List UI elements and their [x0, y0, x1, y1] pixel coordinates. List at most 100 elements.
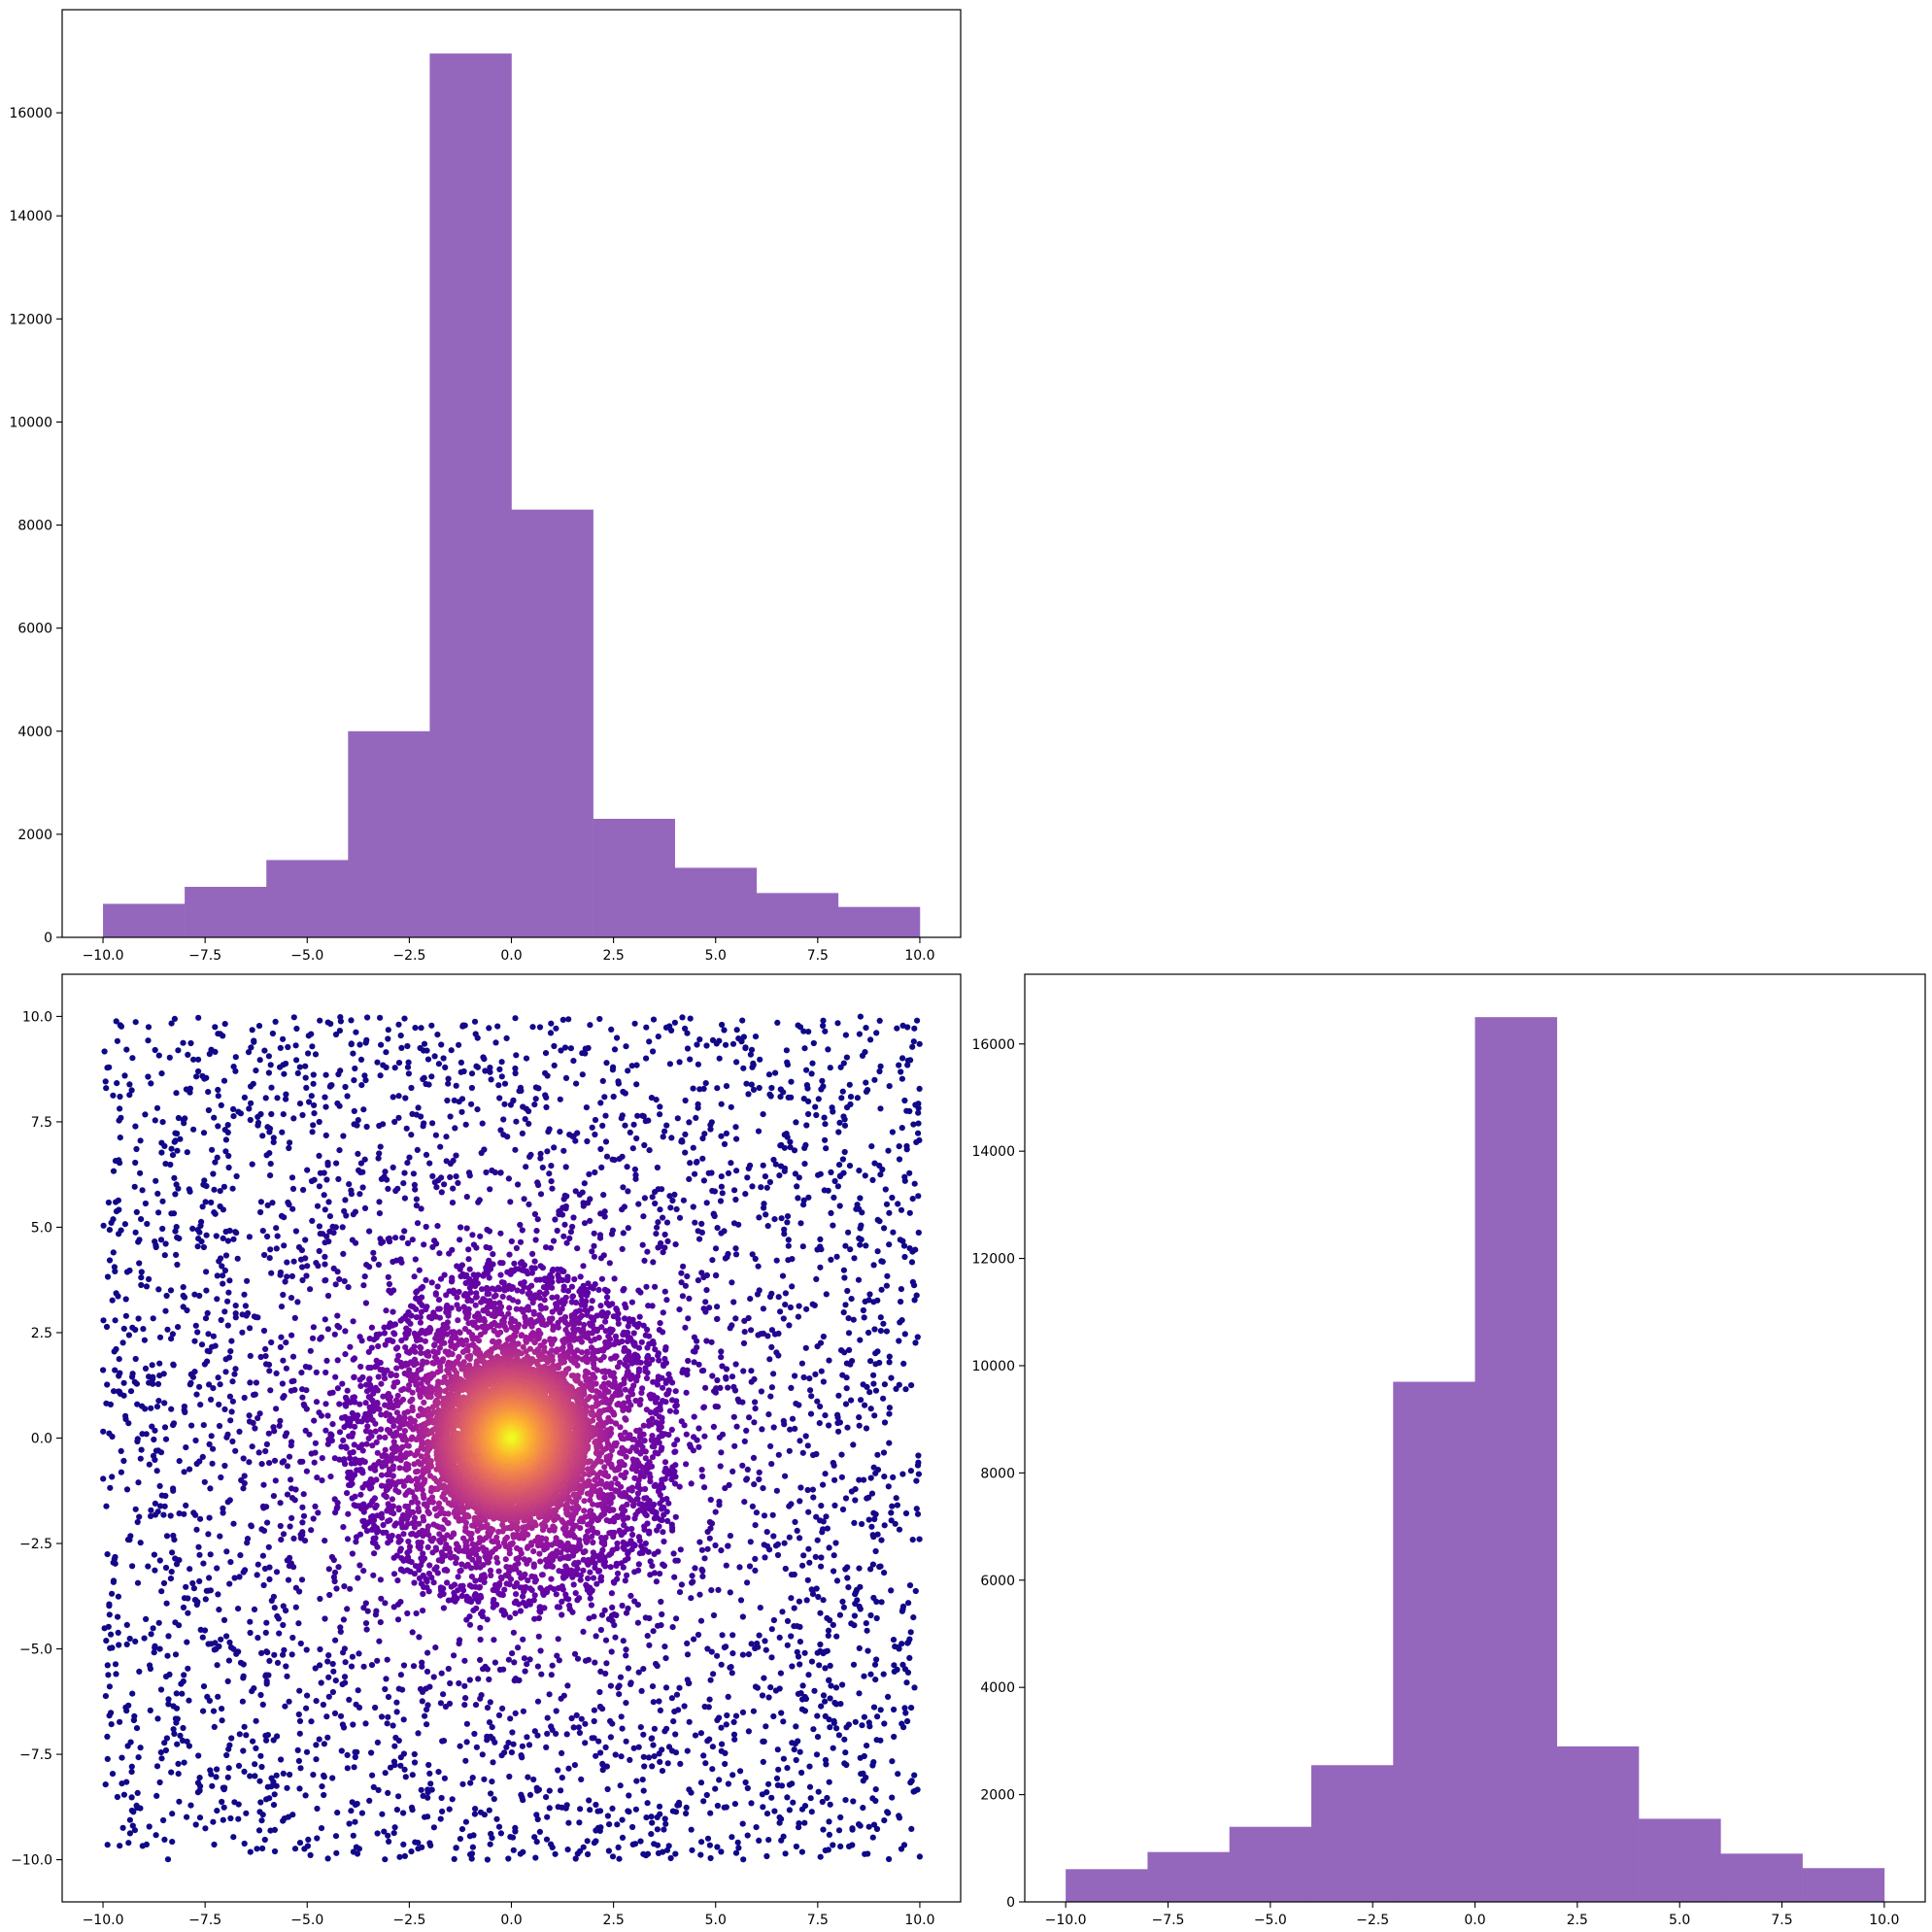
scatter-point [561, 1221, 568, 1228]
scatter-point [461, 1702, 468, 1709]
scatter-point [725, 1169, 732, 1176]
scatter-point [713, 1272, 720, 1279]
scatter-point [721, 1804, 728, 1811]
scatter-point [592, 1131, 598, 1138]
scatter-point [170, 1362, 177, 1369]
scatter-point [618, 1713, 625, 1720]
scatter-point [519, 1227, 525, 1234]
scatter-point [731, 1442, 738, 1449]
scatter-point [312, 1051, 320, 1058]
scatter-point [293, 1057, 300, 1064]
scatter-point [230, 1236, 237, 1242]
scatter-point [691, 1636, 697, 1643]
scatter-point [548, 1178, 555, 1185]
scatter-point [226, 1227, 233, 1235]
scatter-point [215, 1693, 221, 1700]
scatter-point [482, 1068, 489, 1074]
scatter-point [241, 1291, 248, 1298]
scatter-point [717, 1198, 725, 1204]
scatter-point [649, 1454, 657, 1461]
scatter-point [793, 1756, 799, 1764]
scatter-point [842, 1401, 850, 1407]
scatter-point [195, 1068, 202, 1075]
scatter-point [762, 1554, 768, 1561]
scatter-point [455, 1574, 461, 1580]
scatter-point [136, 1513, 143, 1520]
scatter-point [270, 1802, 278, 1809]
scatter-point [504, 1134, 511, 1140]
scatter-point [104, 1662, 111, 1669]
scatter-point [221, 1308, 228, 1315]
scatter-point [458, 1068, 464, 1075]
scatter-point [888, 1509, 895, 1516]
scatter-point [759, 1426, 765, 1433]
scatter-point [474, 1034, 481, 1041]
scatter-point [572, 1590, 579, 1597]
scatter-point [342, 1679, 349, 1686]
scatter-point [796, 1820, 802, 1827]
scatter-point [200, 1708, 207, 1714]
scatter-point [440, 1691, 447, 1698]
scatter-point [115, 1293, 121, 1300]
scatter-point [726, 1481, 732, 1488]
scatter-point [417, 1319, 424, 1326]
scatter-point [649, 1194, 656, 1201]
scatter-point [603, 1660, 610, 1667]
scatter-point [707, 1122, 714, 1129]
scatter-point [412, 1025, 419, 1032]
scatter-point [496, 1580, 503, 1587]
scatter-point [564, 1288, 572, 1295]
scatter-point [530, 1597, 537, 1604]
scatter-point [193, 1073, 200, 1080]
scatter-point [730, 1731, 738, 1738]
scatter-point [687, 1015, 694, 1022]
scatter-point [730, 1299, 737, 1305]
scatter-point [756, 1632, 763, 1639]
scatter-point [370, 1255, 378, 1262]
scatter-point [176, 1235, 183, 1242]
scatter-point [851, 1612, 859, 1619]
scatter-point [274, 1612, 281, 1619]
scatter-point [835, 1827, 843, 1834]
scatter-point [714, 1315, 721, 1323]
scatter-point [899, 1661, 906, 1668]
scatter-point [578, 1776, 585, 1782]
scatter-point [822, 1712, 829, 1719]
scatter-point [205, 1089, 212, 1096]
scatter-point [535, 1633, 542, 1640]
scatter-point [784, 1642, 791, 1648]
scatter-point [755, 1263, 762, 1270]
scatter-point [150, 1315, 156, 1322]
scatter-point [749, 1183, 756, 1190]
scatter-point [568, 1567, 575, 1574]
scatter-point [322, 1261, 328, 1268]
scatter-point [606, 1336, 614, 1342]
scatter-point [593, 1633, 599, 1640]
scatter-point [176, 1622, 183, 1629]
scatter-point [319, 1455, 325, 1462]
scatter-point [827, 1724, 833, 1731]
scatter-point [109, 1590, 116, 1597]
scatter-point [826, 1544, 832, 1551]
scatter-point [153, 1104, 161, 1111]
scatter-point [798, 1706, 806, 1712]
scatter-point [224, 1431, 231, 1438]
scatter-point [793, 1400, 799, 1407]
scatter-point [557, 1096, 563, 1102]
scatter-point [200, 1560, 207, 1567]
scatter-point [474, 1106, 481, 1113]
scatter-point [228, 1408, 235, 1415]
scatter-point [200, 1422, 207, 1429]
scatter-point [611, 1275, 618, 1282]
scatter-point [123, 1641, 130, 1647]
scatter-point [343, 1444, 350, 1451]
scatter-point [102, 1693, 109, 1700]
scatter-point [512, 1676, 520, 1682]
scatter-point [870, 1759, 877, 1766]
scatter-point [696, 1086, 703, 1093]
scatter-point [145, 1073, 152, 1080]
scatter-point [622, 1577, 628, 1584]
scatter-point [342, 1351, 349, 1358]
scatter-point [497, 1271, 504, 1278]
scatter-point [813, 1275, 820, 1282]
